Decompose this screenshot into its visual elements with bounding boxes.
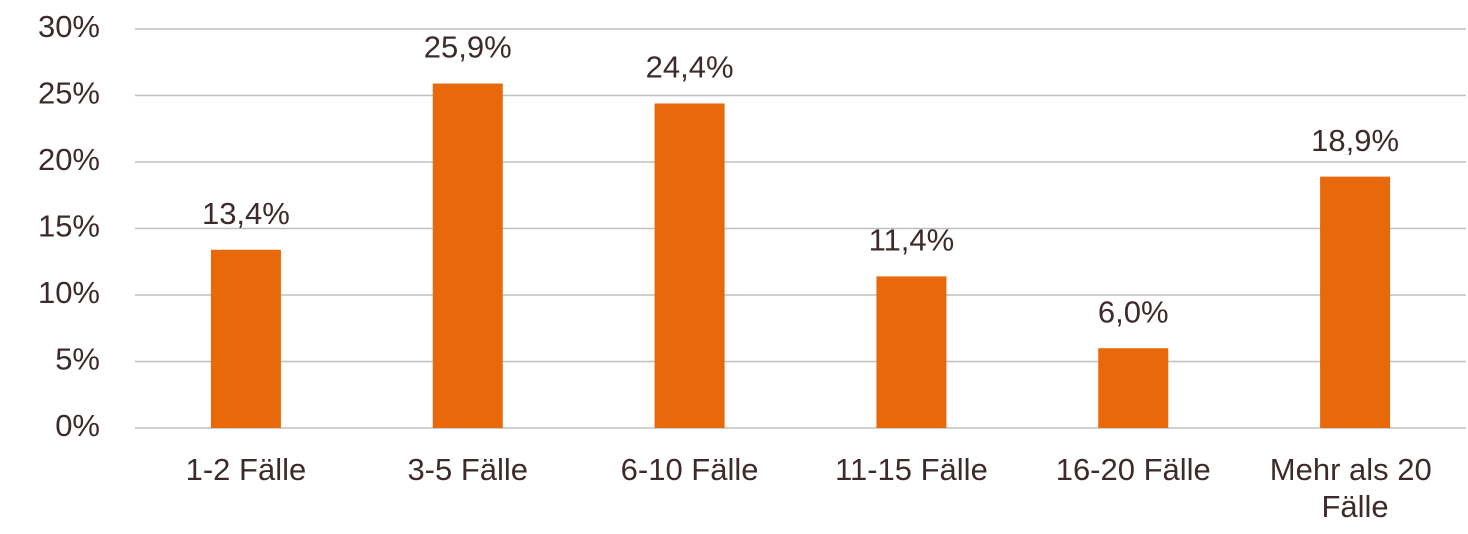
y-tick-label: 30% bbox=[38, 9, 100, 44]
data-label: 13,4% bbox=[202, 196, 290, 231]
x-tick-label: 11-15 Fälle bbox=[835, 452, 988, 487]
x-tick-label: 16-20 Fälle bbox=[1056, 452, 1211, 487]
bar bbox=[432, 83, 503, 428]
y-tick-label: 20% bbox=[38, 142, 100, 177]
y-tick-label: 10% bbox=[38, 275, 100, 310]
y-tick-label: 25% bbox=[38, 76, 100, 111]
bar bbox=[1320, 176, 1391, 428]
x-tick-label: 6-10 Fälle bbox=[621, 452, 759, 487]
bar bbox=[210, 249, 281, 428]
x-tick-label: Mehr als 20 Fälle bbox=[1270, 452, 1441, 524]
data-label: 18,9% bbox=[1311, 123, 1399, 158]
x-tick-label: 3-5 Fälle bbox=[407, 452, 528, 487]
bar bbox=[876, 276, 947, 428]
data-label: 24,4% bbox=[646, 50, 734, 85]
data-label: 25,9% bbox=[424, 30, 512, 65]
y-tick-label: 15% bbox=[38, 209, 100, 244]
bar bbox=[1098, 348, 1169, 428]
data-label: 11,4% bbox=[869, 223, 955, 258]
y-tick-label: 0% bbox=[55, 408, 100, 443]
bar bbox=[654, 103, 725, 428]
data-label: 6,0% bbox=[1098, 294, 1169, 329]
y-tick-label: 5% bbox=[55, 342, 100, 377]
x-tick-label: 1-2 Fälle bbox=[186, 452, 307, 487]
